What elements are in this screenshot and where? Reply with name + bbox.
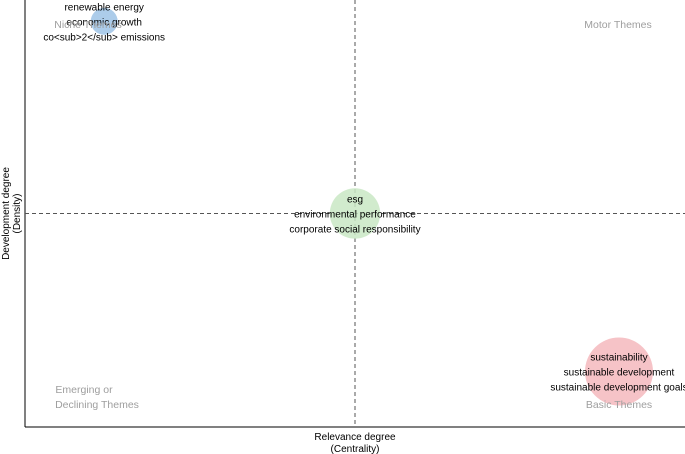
quadrant-label-motor-themes: Motor Themes [584,19,652,31]
cluster-bubble-1 [90,7,118,35]
cluster-3-label-3: sustainable development goals [550,382,685,393]
quadrant-label-basic-themes: Basic Themes [586,399,652,411]
cluster-2-label-2: environmental performance [294,210,416,221]
cluster-3-label-2: sustainable development [564,367,675,378]
cluster-bubble-2 [329,188,381,239]
cluster-2-label-1: esg [347,195,363,206]
cluster-2-label-3: corporate social responsibility [289,225,420,236]
cluster-1-label-2: economic growth [66,17,142,28]
quadrant-label-emerging-line-2: Declining Themes [55,399,139,411]
y-axis-title-line-1: Development degree [1,167,12,260]
cluster-3-label-1: sustainability [590,352,647,363]
y-axis-title-line-2: (Density) [12,193,23,233]
cluster-1-label-3: co<sub>2</sub> emissions [43,32,165,43]
cluster-1-label-1: renewable energy [64,2,144,13]
quadrant-label-emerging-line-1: Emerging or [55,384,113,396]
x-axis-title-line-2: (Centrality) [331,444,380,454]
quadrant-label-niche-themes: Niche Themes [54,19,122,31]
x-axis-title-line-1: Relevance degree [314,432,396,443]
cluster-bubble-3 [585,337,653,406]
